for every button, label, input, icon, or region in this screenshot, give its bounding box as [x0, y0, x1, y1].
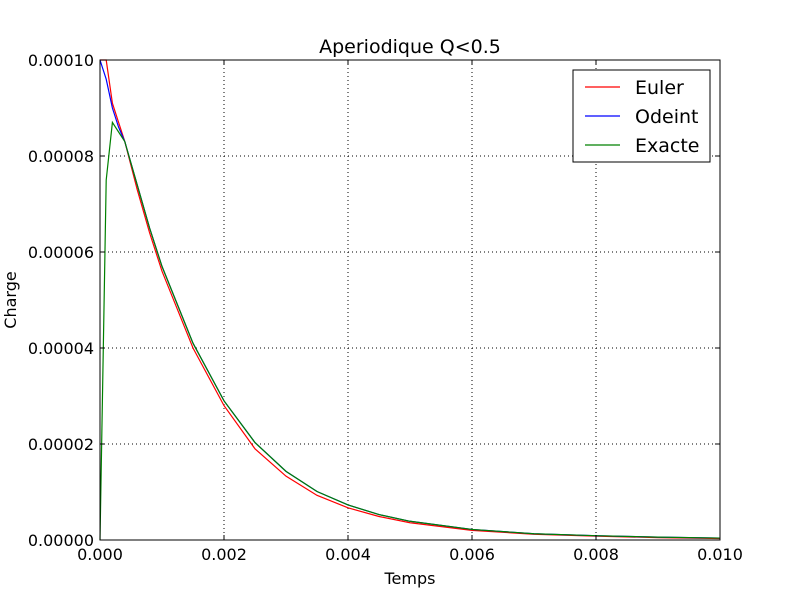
y-tick-label: 0.00000	[28, 531, 94, 550]
x-tick-label: 0.002	[201, 545, 247, 564]
plot-frame	[99, 59, 721, 541]
tick-layer: 0.000 0.002 0.004 0.006 0.008 0.010 0.00000 0.0…	[28, 51, 743, 564]
legend-label-exacte: Exacte	[635, 135, 699, 157]
x-tick-label: 0.004	[325, 545, 371, 564]
legend-label-odeint: Odeint	[635, 106, 698, 128]
series-layer	[99, 59, 721, 541]
series-line-exacte	[99, 120, 721, 541]
legend-label-euler: Euler	[635, 77, 684, 99]
y-tick-label: 0.00002	[28, 435, 94, 454]
y-tick-label: 0.00006	[28, 243, 94, 262]
x-tick-label: 0.008	[573, 545, 619, 564]
y-axis-label: Charge	[1, 271, 20, 328]
chart-title: Aperiodique Q<0.5	[319, 36, 501, 58]
y-tick-label: 0.00008	[28, 147, 94, 166]
x-tick-label: 0.010	[697, 545, 743, 564]
x-tick-label: 0.000	[77, 545, 123, 564]
x-axis-label: Temps	[384, 569, 436, 588]
legend: Euler Odeint Exacte	[572, 69, 711, 163]
y-tick-label: 0.00004	[28, 339, 94, 358]
series-line-euler	[100, 59, 721, 540]
y-tick-label: 0.00010	[28, 51, 94, 70]
x-tick-label: 0.006	[449, 545, 495, 564]
